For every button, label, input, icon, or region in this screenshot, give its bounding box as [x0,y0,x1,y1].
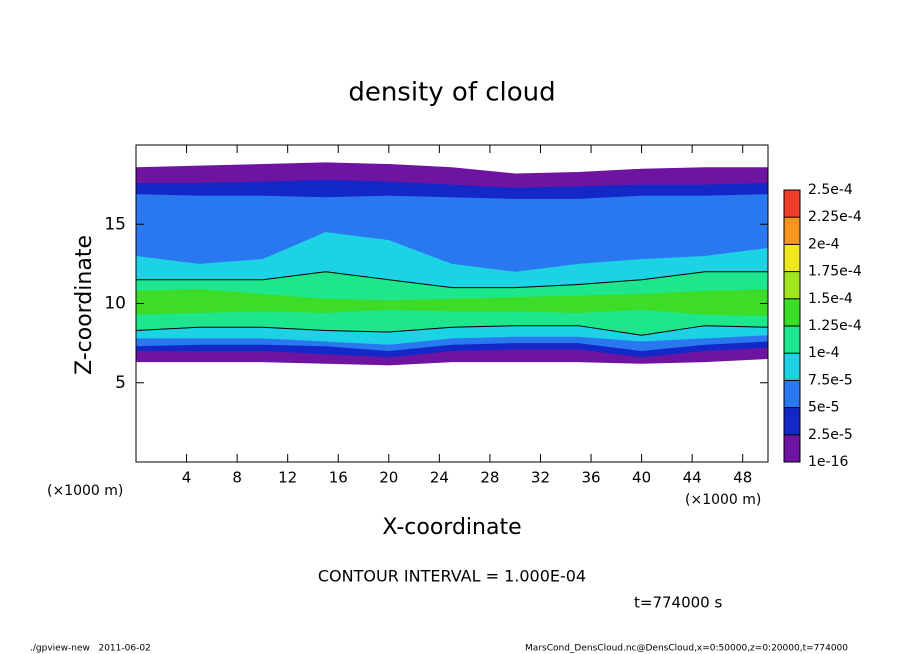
colorbar-band [784,190,800,218]
x-unit-label: (×1000 m) [685,492,761,508]
x-tick-label: 24 [430,469,449,487]
time-note: t=774000 s [634,594,722,612]
x-tick-label: 8 [232,469,242,487]
colorbar-label: 5e-5 [808,400,839,416]
chart-title: density of cloud [348,78,555,108]
x-tick-label: 12 [278,469,297,487]
y-tick-label: 5 [115,373,126,393]
colorbar-band [784,298,800,326]
x-axis-label: X-coordinate [382,515,521,540]
colorbar-label: 2.25e-4 [808,209,862,225]
colorbar-label: 1.5e-4 [808,291,853,307]
colorbar-label: 1e-16 [808,454,848,470]
x-tick-label: 28 [480,469,499,487]
x-tick-label: 48 [733,469,752,487]
y-unit-label: (×1000 m) [47,483,123,499]
y-tick-label: 15 [104,214,126,234]
x-tick-label: 4 [182,469,192,487]
colorbar-band [784,380,800,408]
density-region [136,289,768,317]
colorbar-band [784,271,800,299]
colorbar-band [784,217,800,245]
x-tick-label: 32 [531,469,550,487]
x-tick-label: 20 [379,469,398,487]
colorbar-label: 1e-4 [808,345,840,361]
colorbar-band [784,353,800,381]
x-tick-label: 36 [581,469,600,487]
colorbar-label: 2.5e-4 [808,182,853,198]
x-tick-label: 44 [683,469,702,487]
colorbar-label: 2.5e-5 [808,427,853,443]
contour-note: CONTOUR INTERVAL = 1.000E-04 [318,567,586,586]
plot-area: 4 8 12 16 20 24 28 32 36 40 44 48510151e-162.5e-55e… [104,144,862,487]
x-tick-label: 40 [632,469,651,487]
footer-right: MarsCond_DensCloud.nc@DensCloud,x=0:5000… [525,644,848,654]
colorbar-label: 7.5e-5 [808,372,853,388]
colorbar-band [784,326,800,354]
x-tick-label: 16 [329,469,348,487]
colorbar-label: 1.25e-4 [808,318,862,334]
colorbar-label: 2e-4 [808,236,840,252]
colorbar-band [784,434,800,462]
colorbar-label: 1.75e-4 [808,264,862,280]
colorbar-band [784,244,800,272]
y-axis-label: Z-coordinate [72,235,97,375]
y-tick-label: 10 [104,294,126,314]
colorbar-band [784,407,800,435]
footer-left: ./gpview-new 2011-06-02 [30,644,151,654]
